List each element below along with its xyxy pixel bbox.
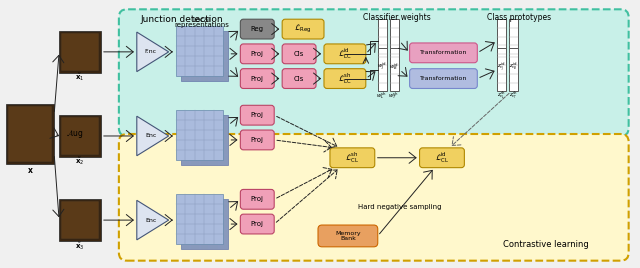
FancyBboxPatch shape	[119, 9, 628, 136]
Bar	[175, 110, 223, 160]
Text: Enc: Enc	[145, 218, 156, 223]
Bar	[61, 33, 99, 71]
FancyBboxPatch shape	[330, 148, 375, 168]
Bar	[509, 19, 518, 63]
Bar	[175, 194, 223, 244]
FancyBboxPatch shape	[420, 148, 465, 168]
Text: $\mathcal{L}^{\mathrm{id}}_{\mathrm{CL}}$: $\mathcal{L}^{\mathrm{id}}_{\mathrm{CL}}…	[435, 150, 449, 165]
FancyBboxPatch shape	[241, 69, 274, 88]
Text: $\mathcal{L}_{\mathrm{Reg}}$: $\mathcal{L}_{\mathrm{Reg}}$	[294, 23, 312, 35]
Bar	[497, 19, 506, 63]
Text: Proj: Proj	[251, 137, 264, 143]
Bar	[61, 201, 99, 239]
Text: Hard negative sampling: Hard negative sampling	[358, 204, 442, 210]
Text: $\tilde{\mathbf{x}}_1$: $\tilde{\mathbf{x}}_1$	[76, 72, 84, 83]
Text: Proj: Proj	[251, 76, 264, 81]
FancyBboxPatch shape	[410, 43, 477, 63]
Bar	[378, 48, 387, 91]
FancyBboxPatch shape	[241, 105, 274, 125]
Text: $w_J^{\mathrm{id}}$: $w_J^{\mathrm{id}}$	[377, 61, 387, 73]
Text: $\mathcal{L}^{\mathrm{id}}_{\mathrm{LC}}$: $\mathcal{L}^{\mathrm{id}}_{\mathrm{LC}}…	[338, 46, 352, 61]
Text: Memory
Bank: Memory Bank	[335, 230, 361, 241]
Text: $\mathcal{A}$ug: $\mathcal{A}$ug	[67, 128, 84, 140]
Bar	[175, 26, 223, 76]
Text: $z_{c_J}^{\mathrm{id}}$: $z_{c_J}^{\mathrm{id}}$	[497, 60, 506, 73]
Text: Transformation: Transformation	[420, 76, 467, 81]
Polygon shape	[137, 116, 169, 156]
Bar	[378, 19, 387, 63]
Text: Local: Local	[193, 17, 211, 23]
Text: representations: representations	[174, 22, 229, 28]
Text: Classifier weights: Classifier weights	[363, 13, 431, 22]
Bar	[6, 104, 54, 164]
Text: Enc: Enc	[145, 133, 156, 139]
Bar	[390, 19, 399, 63]
Text: Junction detection: Junction detection	[141, 15, 223, 24]
Text: Proj: Proj	[251, 51, 264, 57]
Text: $\tilde{\mathbf{x}}_3$: $\tilde{\mathbf{x}}_3$	[76, 240, 84, 252]
Text: $w_T^{\mathrm{sh}}$: $w_T^{\mathrm{sh}}$	[388, 90, 399, 101]
FancyBboxPatch shape	[241, 130, 274, 150]
FancyBboxPatch shape	[282, 19, 324, 39]
Text: Transformation: Transformation	[420, 50, 467, 55]
Text: $\mathcal{L}^{\mathrm{sh}}_{\mathrm{CL}}$: $\mathcal{L}^{\mathrm{sh}}_{\mathrm{CL}}…	[346, 150, 360, 165]
Text: $\mathcal{L}^{\mathrm{sh}}_{\mathrm{LC}}$: $\mathcal{L}^{\mathrm{sh}}_{\mathrm{LC}}…	[338, 71, 352, 86]
Bar	[509, 48, 518, 91]
Bar	[180, 31, 228, 81]
Text: Cls: Cls	[294, 76, 304, 81]
FancyBboxPatch shape	[410, 69, 477, 88]
Text: F.nc: F.nc	[145, 49, 157, 54]
Polygon shape	[137, 200, 169, 240]
Bar	[8, 106, 52, 162]
Text: $w_B^{\mathrm{id}}$: $w_B^{\mathrm{id}}$	[389, 61, 399, 72]
Bar	[59, 31, 101, 73]
FancyBboxPatch shape	[324, 69, 366, 88]
Text: $z_{c_T}^{\mathrm{sh}}$: $z_{c_T}^{\mathrm{sh}}$	[509, 90, 518, 101]
FancyBboxPatch shape	[241, 214, 274, 234]
Text: $z_{c_L}^{\mathrm{sh}}$: $z_{c_L}^{\mathrm{sh}}$	[497, 90, 506, 101]
FancyBboxPatch shape	[119, 134, 628, 261]
FancyBboxPatch shape	[324, 44, 366, 64]
Text: Proj: Proj	[251, 196, 264, 202]
Bar	[390, 48, 399, 91]
Bar	[59, 199, 101, 241]
FancyBboxPatch shape	[241, 44, 274, 64]
Bar	[61, 117, 99, 155]
Bar	[180, 199, 228, 249]
Text: Cls: Cls	[294, 51, 304, 57]
Bar	[497, 48, 506, 91]
FancyBboxPatch shape	[241, 19, 274, 39]
FancyBboxPatch shape	[282, 44, 316, 64]
Text: Reg: Reg	[251, 26, 264, 32]
Text: $\mathbf{x}$: $\mathbf{x}$	[27, 166, 34, 175]
FancyBboxPatch shape	[318, 225, 378, 247]
Bar	[180, 115, 228, 165]
Polygon shape	[137, 32, 169, 72]
Text: Contrastive learning: Contrastive learning	[503, 240, 589, 249]
Bar	[59, 115, 101, 157]
Text: $w_L^{\mathrm{sh}}$: $w_L^{\mathrm{sh}}$	[376, 90, 387, 101]
Text: $z_{c_B}^{\mathrm{id}}$: $z_{c_B}^{\mathrm{id}}$	[509, 61, 517, 72]
FancyBboxPatch shape	[241, 189, 274, 209]
Text: $\tilde{\mathbf{x}}_2$: $\tilde{\mathbf{x}}_2$	[76, 156, 84, 168]
Text: Proj: Proj	[251, 112, 264, 118]
FancyBboxPatch shape	[282, 69, 316, 88]
Text: Proj: Proj	[251, 221, 264, 227]
Text: Class prototypes: Class prototypes	[487, 13, 551, 22]
